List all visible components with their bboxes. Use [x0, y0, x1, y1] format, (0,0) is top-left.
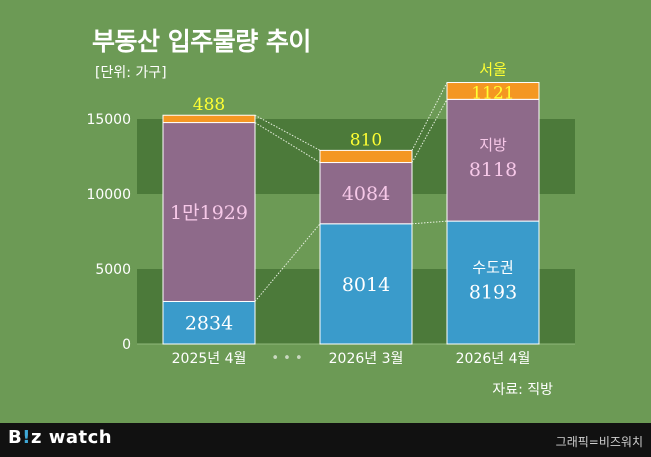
logo-wordmark: z watch: [30, 427, 113, 448]
logo-exclamation: !: [22, 427, 31, 448]
graphic-credit: 그래픽=비즈워치: [555, 435, 643, 449]
connector-region: [254, 122, 321, 163]
bar-segment-서울: [319, 149, 413, 164]
logo-letter-b: B: [8, 427, 23, 448]
axis-gap-marker: • • •: [271, 351, 302, 366]
unit-label: [단위: 가구]: [95, 65, 167, 81]
data-label-region: 8118: [469, 159, 517, 181]
x-tick-label: 2026년 4월: [456, 351, 531, 367]
connector-total: [411, 82, 448, 151]
bar-segment-지방: [319, 162, 413, 225]
stacked-bar-chart: 0 5000 10000 15000 2834 1만1929 488 2025년 4월 8014…: [86, 61, 575, 367]
bizwatch-logo[interactable]: B!z watch: [8, 427, 112, 448]
y-tick-label: 0: [122, 337, 131, 353]
footer-bar: B!z watch 그래픽=비즈워치: [0, 423, 651, 457]
data-label-metro: 2834: [185, 313, 233, 335]
x-tick-label: 2026년 3월: [329, 351, 404, 367]
bar-segment-서울: [446, 82, 540, 100]
connector-region: [411, 99, 448, 163]
data-label-metro: 8193: [469, 282, 517, 304]
data-label-seoul: 810: [350, 130, 382, 150]
bar-segment-수도권: [162, 300, 256, 345]
connector-metro: [411, 220, 448, 225]
bar-segment-지방: [446, 98, 540, 222]
y-tick-label: 15000: [86, 112, 131, 128]
segment-name-metro: 수도권: [472, 259, 513, 277]
data-label-metro: 8014: [342, 274, 390, 296]
segment-name-region: 지방: [479, 136, 507, 154]
chart-title: 부동산 입주물량 추이: [92, 27, 311, 56]
data-label-seoul: 1121: [471, 83, 514, 103]
connector-metro: [254, 223, 321, 302]
segment-name-seoul: 서울: [479, 61, 507, 79]
y-tick-label: 10000: [86, 187, 131, 203]
bar-segment-지방: [162, 122, 256, 302]
bar-segment-수도권: [319, 223, 413, 345]
bar-segment-수도권: [446, 220, 540, 345]
data-label-region: 1만1929: [170, 202, 248, 224]
bar-segment-서울: [162, 114, 256, 124]
x-tick-label: 2025년 4월: [172, 351, 247, 367]
source-note: 자료: 직방: [492, 382, 553, 398]
y-tick-label: 5000: [95, 262, 131, 278]
data-label-seoul: 488: [193, 95, 225, 115]
connector-total: [254, 114, 321, 151]
data-label-region: 4084: [342, 183, 390, 205]
